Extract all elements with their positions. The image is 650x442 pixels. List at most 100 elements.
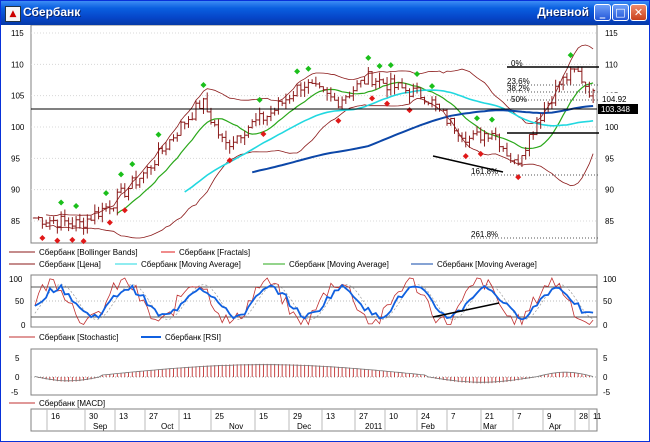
osc-axis-right-100: 100 bbox=[603, 275, 617, 284]
date-month-label: Feb bbox=[421, 422, 435, 431]
title-bar[interactable]: ▲ Сбербанк Дневной _ □ ✕ bbox=[1, 1, 649, 25]
fib-label-50: 50% bbox=[511, 95, 527, 104]
fractal-down-marker bbox=[477, 150, 484, 157]
fractal-down-marker bbox=[260, 130, 267, 137]
date-axis-days: 16 30 13 27 11 25 15 29 13 27 10 24 7 21 7 9 28 11 bbox=[46, 409, 602, 431]
minimize-button[interactable]: _ bbox=[594, 4, 611, 21]
fractal-up-marker bbox=[129, 161, 136, 168]
close-button[interactable]: ✕ bbox=[630, 4, 647, 21]
macd-axis-right-5: 5 bbox=[603, 354, 608, 363]
date-day-label: 27 bbox=[359, 412, 368, 421]
chart-app-icon: ▲ bbox=[5, 6, 21, 22]
date-axis: 16 30 13 27 11 25 15 29 13 27 10 24 7 21 7 9 28 11 Sep Oct… bbox=[30, 408, 602, 432]
macd-panel[interactable]: 5 0 -5 5 0 -5 bbox=[11, 348, 611, 397]
fractal-up-marker bbox=[376, 62, 383, 69]
fractal-down-marker bbox=[80, 238, 87, 245]
macd-plot-frame bbox=[30, 348, 598, 396]
fractal-up-marker bbox=[118, 171, 125, 178]
osc-axis-left-100: 100 bbox=[9, 275, 23, 284]
date-month-label: Apr bbox=[549, 422, 562, 431]
price-axis-left-95: 95 bbox=[11, 154, 20, 163]
last-price-label: 104.92 bbox=[602, 95, 627, 104]
fractal-down-marker bbox=[515, 174, 522, 181]
macd-axis-left-0: 0 bbox=[15, 373, 20, 382]
date-month-label: Dec bbox=[297, 422, 311, 431]
chart-area[interactable]: 115115110110105105100100959590908585 0% … bbox=[1, 25, 649, 441]
price-axis-right-85: 85 bbox=[605, 217, 614, 226]
bollinger-upper bbox=[46, 44, 594, 217]
macd-histogram bbox=[34, 363, 594, 384]
price-plot-frame bbox=[30, 25, 598, 244]
oscillator-panel[interactable]: 100 50 0 100 50 0 bbox=[9, 274, 617, 330]
bollinger-lower bbox=[46, 98, 594, 239]
macd-axis-right-minus5: -5 bbox=[603, 388, 611, 397]
ma-blue-line bbox=[251, 105, 594, 174]
fib-label-382: 38.2% bbox=[507, 84, 530, 93]
macd-axis-left-minus5: -5 bbox=[11, 388, 19, 397]
date-day-label: 13 bbox=[119, 412, 128, 421]
date-month-label: Mar bbox=[483, 422, 497, 431]
oscillator-legend: Сбербанк [Stochastic] Сбербанк [RSI] bbox=[9, 333, 221, 342]
stochastic-signal-line bbox=[34, 284, 594, 320]
fractal-up-marker bbox=[58, 199, 65, 206]
price-axis-right-115: 115 bbox=[605, 29, 618, 38]
rsi-line bbox=[34, 283, 594, 321]
date-day-label: 15 bbox=[259, 412, 268, 421]
fib-label-1618: 161.8% bbox=[471, 167, 498, 176]
legend-stochastic: Сбербанк [Stochastic] bbox=[39, 333, 119, 342]
price-bars bbox=[32, 66, 596, 235]
fractal-down-marker bbox=[369, 95, 376, 102]
fractal-down-marker bbox=[462, 153, 469, 160]
date-day-label: 28 bbox=[579, 412, 588, 421]
fractal-down-marker bbox=[54, 237, 61, 244]
osc-axis-left-0: 0 bbox=[21, 321, 26, 330]
fractal-markers bbox=[39, 52, 574, 245]
timeframe-title: Дневной bbox=[537, 5, 589, 19]
trend-line-oscillator[interactable] bbox=[432, 302, 500, 318]
trend-line-price[interactable] bbox=[432, 155, 504, 173]
fractal-up-marker bbox=[200, 82, 207, 89]
macd-axis-left-5: 5 bbox=[15, 354, 20, 363]
date-day-label: 24 bbox=[421, 412, 430, 421]
price-axis-left-90: 90 bbox=[11, 186, 20, 195]
fractal-up-marker bbox=[305, 65, 312, 72]
date-day-label: 30 bbox=[89, 412, 98, 421]
price-axis-left-85: 85 bbox=[11, 217, 20, 226]
fractal-up-marker bbox=[567, 52, 574, 59]
legend-ma-green: Сбербанк [Moving Average] bbox=[289, 260, 389, 269]
date-day-label: 11 bbox=[593, 412, 602, 421]
date-month-label: 2011 bbox=[365, 422, 383, 431]
ma-green-line bbox=[116, 81, 594, 214]
price-gridlines bbox=[31, 32, 597, 222]
level-price-label: 103.348 bbox=[601, 105, 630, 114]
osc-axis-right-50: 50 bbox=[603, 297, 612, 306]
fractal-down-marker bbox=[121, 207, 128, 214]
date-axis-frame bbox=[30, 408, 598, 432]
window-title: Сбербанк bbox=[23, 5, 81, 19]
legend-price: Сбербанк [Цена] bbox=[39, 260, 101, 269]
price-panel[interactable]: 115115110110105105100100959590908585 0% … bbox=[11, 25, 638, 245]
fractal-up-marker bbox=[387, 62, 394, 69]
fib-label-2618: 261.8% bbox=[471, 230, 498, 239]
price-axis-right-110: 110 bbox=[605, 60, 618, 69]
legend-ma-blue: Сбербанк [Moving Average] bbox=[437, 260, 537, 269]
date-month-label: Nov bbox=[229, 422, 243, 431]
fractal-down-marker bbox=[384, 100, 391, 107]
legend-macd: Сбербанк [MACD] bbox=[39, 399, 105, 408]
level-price-box bbox=[598, 104, 638, 114]
osc-axis-right-0: 0 bbox=[603, 321, 608, 330]
date-day-label: 9 bbox=[547, 412, 552, 421]
price-axis-right-95: 95 bbox=[605, 154, 614, 163]
moving-averages bbox=[116, 81, 594, 214]
fractal-up-marker bbox=[103, 190, 110, 197]
fib-label-236: 23.6% bbox=[507, 77, 530, 86]
macd-signal-line bbox=[34, 364, 594, 383]
maximize-button[interactable]: □ bbox=[612, 4, 629, 21]
fractal-up-marker bbox=[155, 131, 162, 138]
bollinger-bands bbox=[46, 44, 594, 239]
oscillator-lines bbox=[34, 276, 594, 326]
fractal-up-marker bbox=[73, 202, 80, 209]
fractal-up-marker bbox=[414, 70, 421, 77]
price-axis-left-110: 110 bbox=[11, 60, 24, 69]
